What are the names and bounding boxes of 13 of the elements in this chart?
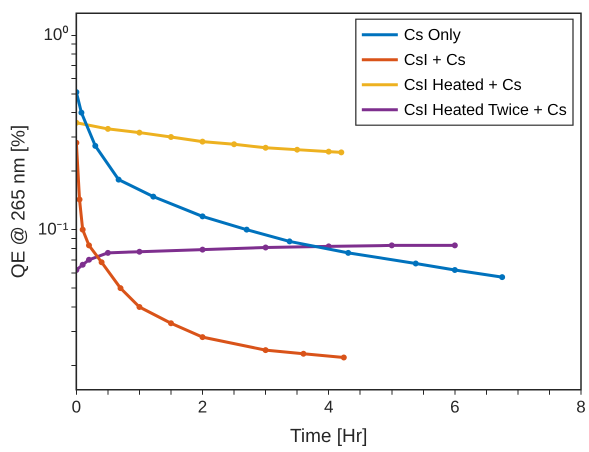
x-tick-label: 6 (450, 398, 460, 417)
y-tick-label: 10⁰ (43, 25, 68, 44)
x-axis-title: Time [Hr] (290, 426, 368, 447)
y-tick-label: 10⁻¹ (38, 219, 69, 238)
x-tick-label: 0 (72, 398, 82, 417)
legend-label: Cs Only (404, 27, 461, 44)
x-tick-label: 8 (576, 398, 586, 417)
y-axis-title: QE @ 265 nm [%] (8, 124, 30, 278)
legend-label: CsI Heated Twice + Cs (404, 102, 567, 120)
legend-label: CsI Heated + Cs (404, 77, 522, 94)
x-tick-label: 2 (198, 398, 208, 417)
x-tick-label: 4 (324, 398, 334, 417)
legend-label: CsI + Cs (404, 52, 466, 70)
